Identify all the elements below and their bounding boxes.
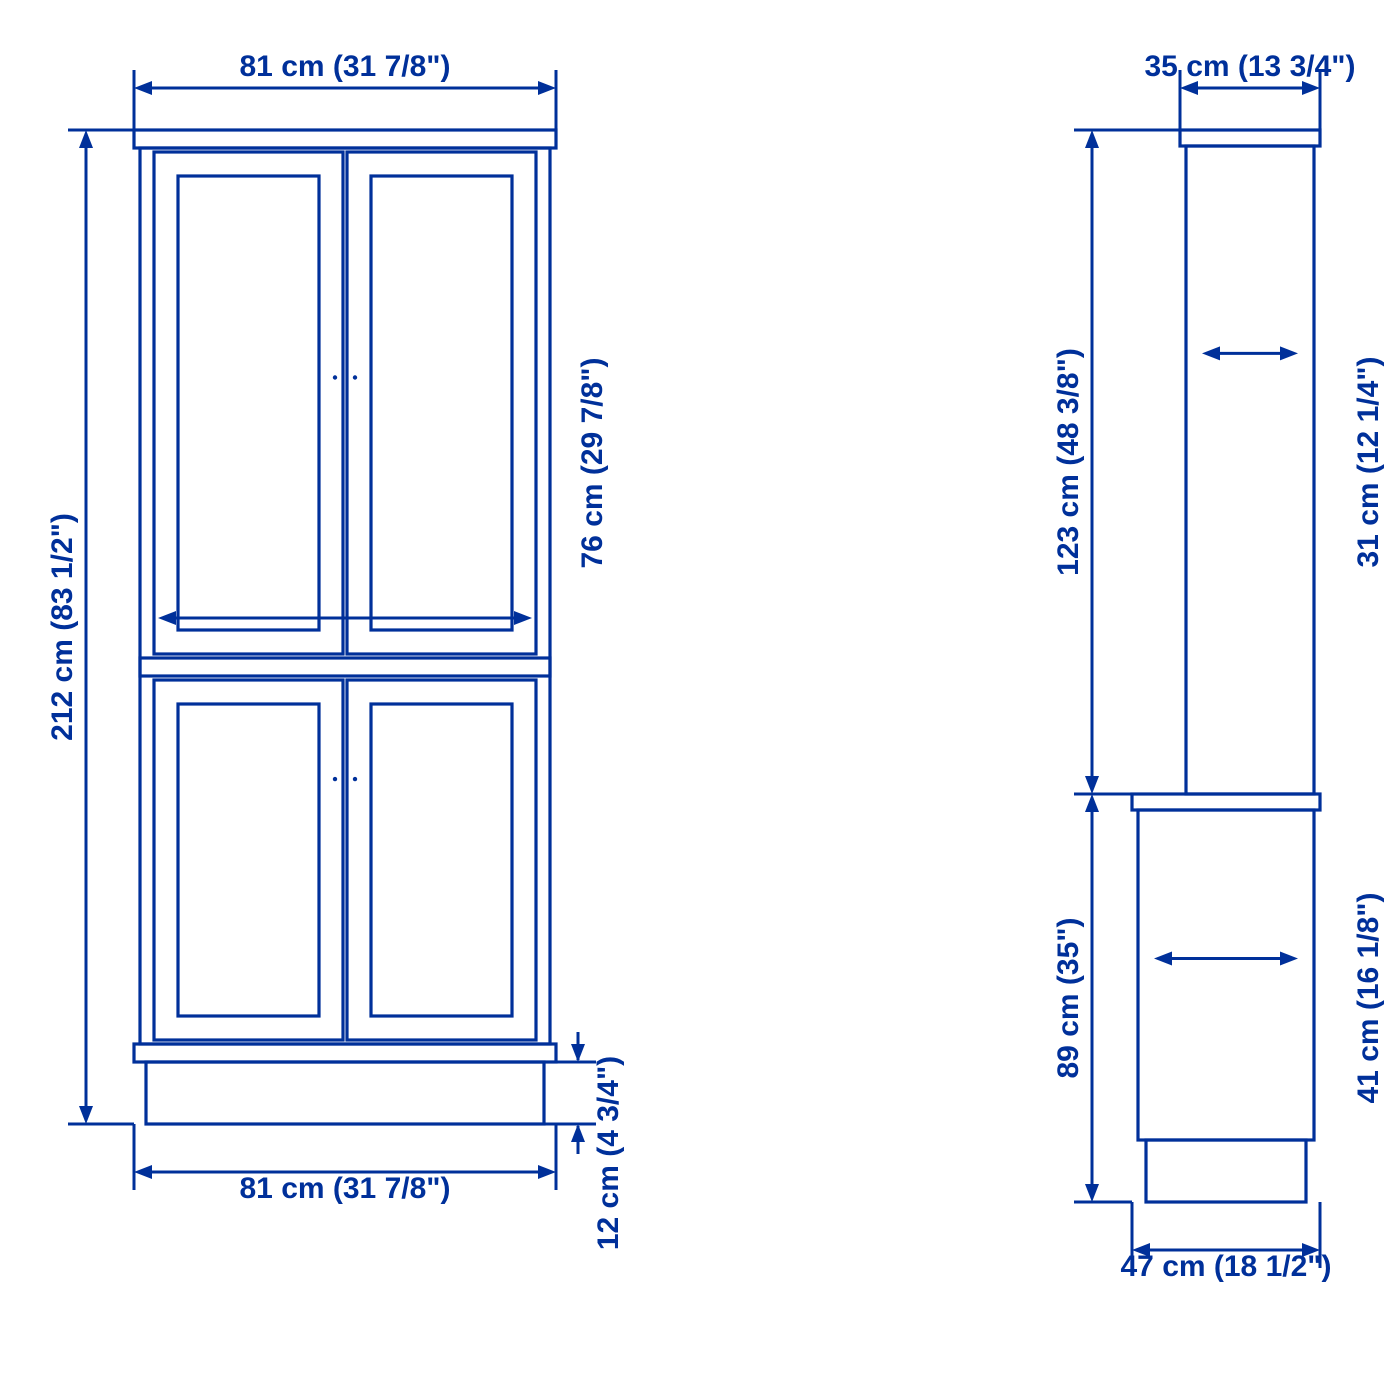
dim-side-lower-h: 89 cm (35"): [1052, 918, 1085, 1079]
dimension-drawing: 81 cm (31 7/8") 81 cm (31 7/8") 212 cm (83…: [0, 0, 1400, 1400]
dim-side-top: 35 cm (13 3/4"): [1144, 50, 1355, 83]
dim-plinth-height: 12 cm (4 3/4"): [592, 1056, 625, 1250]
dim-front-height: 212 cm (83 1/2"): [46, 513, 79, 741]
front-view: 81 cm (31 7/8") 81 cm (31 7/8") 212 cm (83…: [46, 50, 625, 1250]
dim-side-bottom: 47 cm (18 1/2"): [1120, 1250, 1331, 1283]
dim-side-upper-h: 123 cm (48 3/8"): [1052, 348, 1085, 576]
dim-inner-width: 76 cm (29 7/8"): [576, 357, 609, 568]
dim-front-bottom: 81 cm (31 7/8"): [239, 1172, 450, 1205]
side-view: 35 cm (13 3/4") 47 cm (18 1/2") 123 cm (48…: [1052, 50, 1385, 1283]
dim-front-top: 81 cm (31 7/8"): [239, 50, 450, 83]
dim-side-lower-d: 41 cm (16 1/8"): [1352, 892, 1385, 1103]
dim-side-upper-d: 31 cm (12 1/4"): [1352, 356, 1385, 567]
